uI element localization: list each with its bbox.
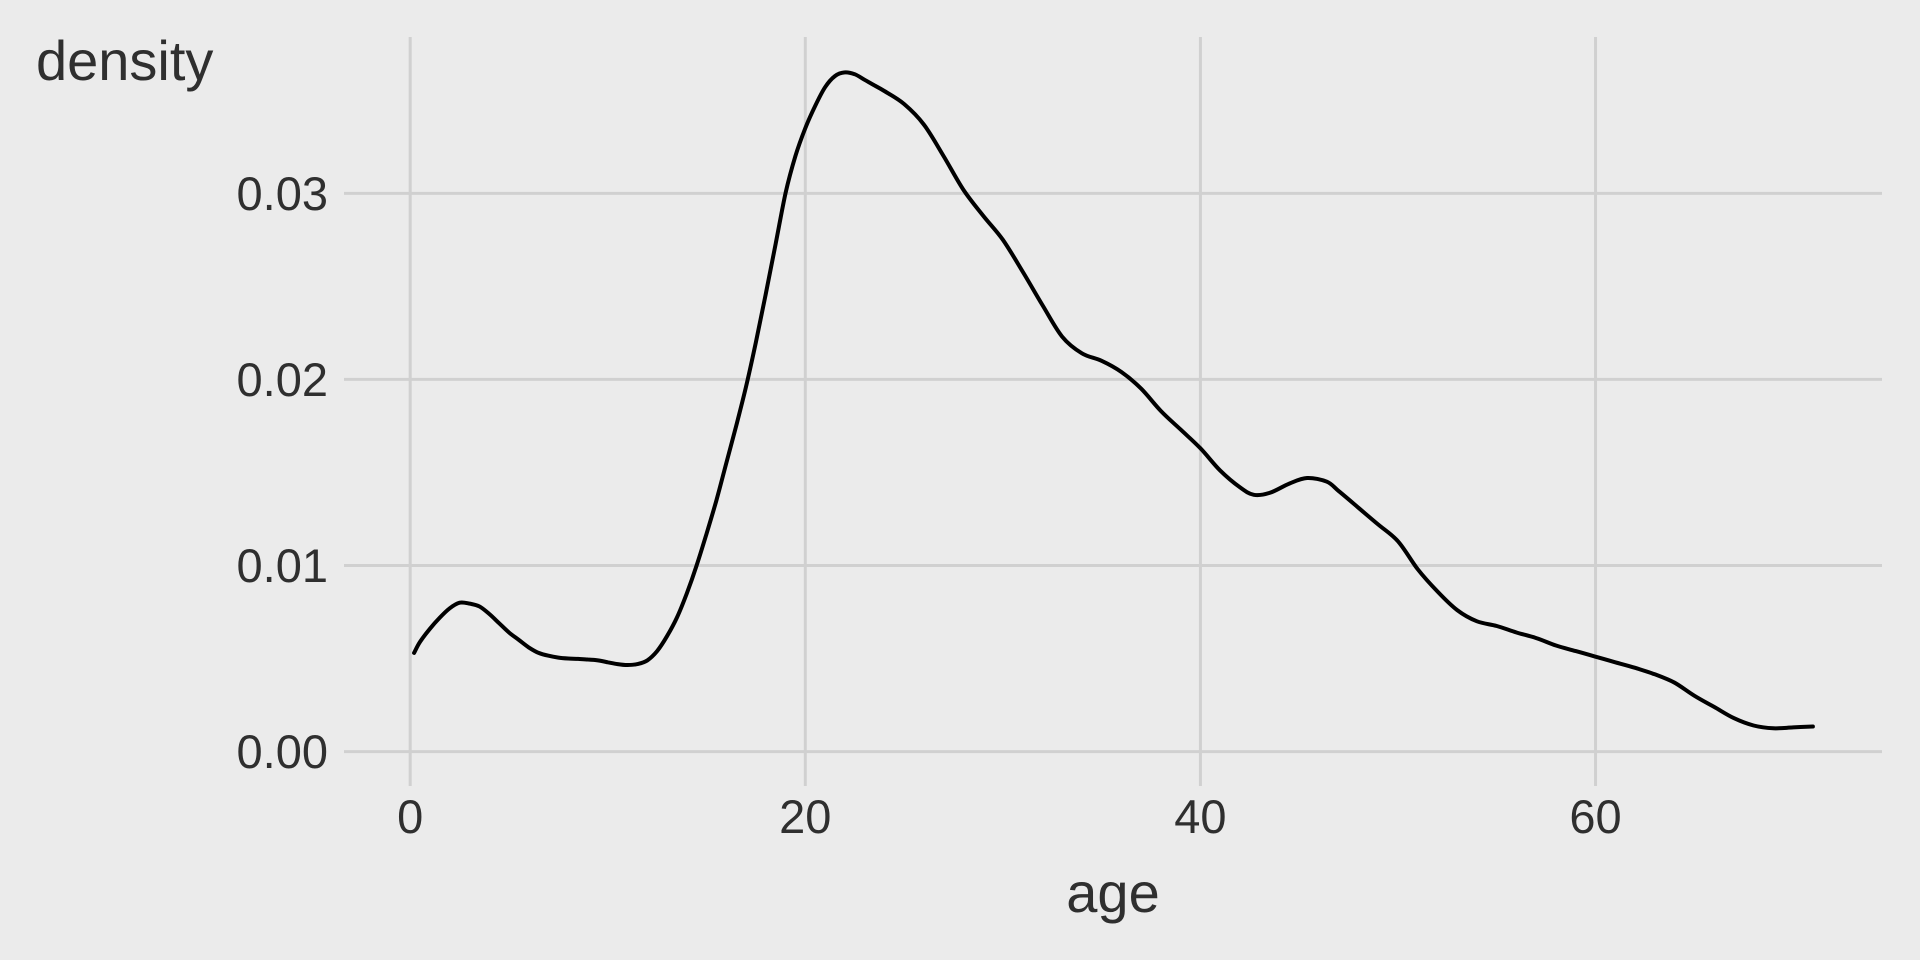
- x-tick-label: 0: [397, 790, 424, 843]
- x-tick-label: 40: [1174, 790, 1227, 843]
- gridlines: [344, 37, 1882, 786]
- y-tick-label: 0.00: [236, 725, 328, 779]
- density-curve: [412, 70, 1815, 731]
- y-tick-label: 0.03: [236, 166, 328, 220]
- x-axis-title: age: [1066, 861, 1160, 924]
- x-tick-label: 60: [1569, 790, 1622, 843]
- x-tick-label: 20: [779, 790, 832, 843]
- y-tick-label: 0.01: [236, 538, 328, 592]
- y-tick-label: 0.02: [236, 352, 328, 406]
- y-axis-title: density: [36, 29, 214, 92]
